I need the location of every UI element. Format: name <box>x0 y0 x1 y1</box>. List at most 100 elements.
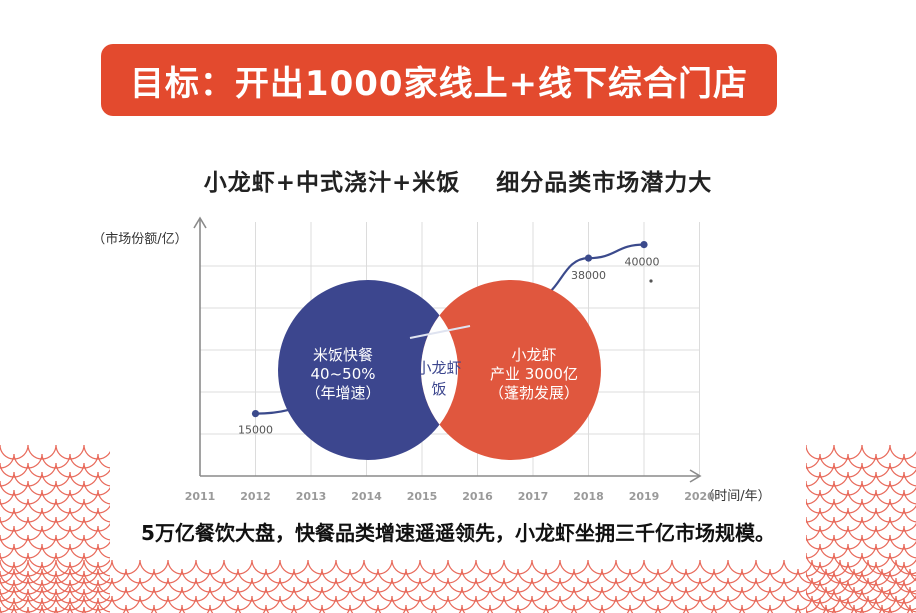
wave-stroke <box>755 560 785 575</box>
wave-stroke <box>265 568 295 584</box>
wave-stroke <box>153 568 183 584</box>
wave-stroke <box>265 604 295 613</box>
wave-stroke <box>833 552 863 568</box>
wave-stroke <box>643 595 673 611</box>
wave-stroke <box>811 560 841 575</box>
wave-stroke <box>83 480 110 496</box>
venn-overlap-text: 小龙虾 <box>416 359 461 377</box>
wave-stroke <box>97 471 110 487</box>
wave-stroke <box>861 498 891 514</box>
wave-stroke <box>69 604 99 613</box>
wave-stroke <box>881 586 911 602</box>
wave-stroke <box>237 586 267 602</box>
wave-stroke <box>83 606 110 613</box>
wave-stroke <box>889 516 916 532</box>
wave-stroke <box>861 534 891 550</box>
wave-stroke <box>167 577 197 593</box>
overlap-line-hint <box>409 325 471 339</box>
wave-stroke <box>181 568 211 584</box>
x-axis-label: （时间/年） <box>701 489 770 504</box>
x-tick-label: 2014 <box>351 490 382 503</box>
wave-stroke <box>587 595 617 611</box>
wave-stroke <box>223 577 253 593</box>
wave-stroke <box>643 577 673 593</box>
wave-stroke <box>0 586 15 602</box>
wave-stroke <box>55 498 85 514</box>
wave-stroke <box>41 579 71 595</box>
wave-stroke <box>0 498 29 514</box>
wave-stroke <box>615 577 645 593</box>
wave-stroke <box>279 560 309 575</box>
wave-stroke <box>27 560 57 575</box>
wave-stroke <box>806 570 835 586</box>
wave-stroke <box>41 561 71 577</box>
wave-stroke <box>405 586 435 602</box>
wave-stroke <box>903 561 916 577</box>
wave-stroke <box>0 462 29 478</box>
wave-stroke <box>727 577 757 593</box>
x-axis-arrow <box>689 469 702 483</box>
wave-stroke <box>209 604 239 613</box>
wave-stroke <box>755 595 785 611</box>
wave-stroke <box>55 534 85 550</box>
wave-stroke <box>13 597 43 613</box>
wave-stroke <box>27 534 57 550</box>
wave-stroke <box>573 568 603 584</box>
wave-stroke <box>806 588 835 604</box>
left-wave-decoration <box>0 445 110 613</box>
wave-stroke <box>391 560 421 575</box>
wave-stroke <box>727 560 757 575</box>
wave-stroke <box>847 579 877 595</box>
wave-stroke <box>889 606 916 613</box>
wave-stroke <box>875 525 905 541</box>
wave-stroke <box>806 445 835 460</box>
wave-stroke <box>27 445 57 460</box>
wave-stroke <box>819 507 849 523</box>
wave-stroke <box>321 568 351 584</box>
wave-stroke <box>833 445 863 460</box>
wave-stroke <box>27 570 57 586</box>
wave-stroke <box>847 471 877 487</box>
wave-stroke <box>741 586 771 602</box>
wave-stroke <box>806 489 821 505</box>
wave-stroke <box>819 471 849 487</box>
wave-stroke <box>237 568 267 584</box>
wave-stroke <box>111 560 141 575</box>
wave-stroke <box>861 570 891 586</box>
wave-stroke <box>573 604 603 613</box>
wave-stroke <box>27 577 57 593</box>
wave-stroke <box>806 471 821 487</box>
venn-left-text: （年增速） <box>305 384 380 402</box>
wave-stroke <box>833 516 863 532</box>
wave-stroke <box>97 604 127 613</box>
venn-right-text: 小龙虾 <box>511 346 556 364</box>
wave-stroke <box>307 560 337 575</box>
wave-stroke <box>517 568 547 584</box>
venn-right-text: 产业 3000亿 <box>490 365 578 383</box>
wave-stroke <box>853 604 883 613</box>
wave-stroke <box>903 597 916 613</box>
wave-stroke <box>699 560 729 575</box>
wave-stroke <box>0 543 15 559</box>
wave-stroke <box>875 453 905 469</box>
wave-stroke <box>489 568 519 584</box>
wave-stroke <box>545 568 575 584</box>
wave-stroke <box>41 453 71 469</box>
wave-stroke <box>349 586 379 602</box>
wave-stroke <box>806 552 835 568</box>
wave-stroke <box>251 595 281 611</box>
wave-stroke <box>13 604 43 613</box>
wave-stroke <box>27 462 57 478</box>
wave-stroke <box>847 453 877 469</box>
wave-stroke <box>861 552 891 568</box>
x-tick-label: 2012 <box>240 490 271 503</box>
wave-stroke <box>889 498 916 514</box>
wave-stroke <box>867 595 897 611</box>
wave-stroke <box>13 525 43 541</box>
wave-stroke <box>55 462 85 478</box>
x-tick-label: 2016 <box>462 490 493 503</box>
wave-stroke <box>741 604 771 613</box>
wave-stroke <box>433 604 463 613</box>
wave-stroke <box>41 471 71 487</box>
